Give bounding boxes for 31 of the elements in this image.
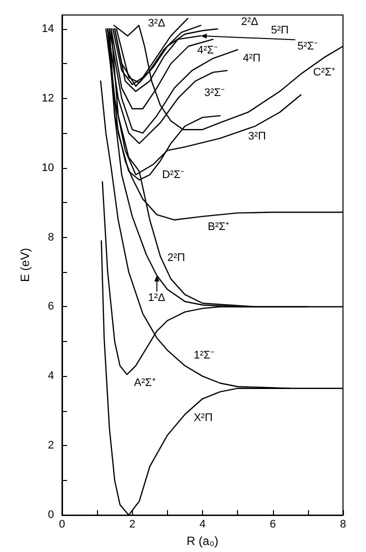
y-tick-label: 14: [42, 22, 54, 35]
annotation: X²Π: [194, 412, 213, 424]
annotation: 3²Δ: [148, 18, 166, 30]
y-tick-label: 10: [42, 162, 54, 174]
annotation: 3²Π: [248, 130, 266, 143]
x-tick-label: 4: [199, 518, 206, 531]
y-tick-label: 4: [48, 370, 54, 382]
x-tick-label: 2: [129, 518, 136, 531]
annotation: 4²Π: [242, 52, 261, 64]
annotation: 5²Σ⁻: [297, 40, 318, 52]
x-tick-label: 6: [270, 518, 276, 531]
annotation: D²Σ⁻: [162, 168, 185, 181]
annotation: 5²Π: [270, 24, 289, 37]
annotation: 4²Σ⁻: [197, 44, 218, 56]
annotation: A²Σ⁺: [134, 377, 156, 390]
annotation: 1²Δ: [148, 292, 166, 304]
annotation: 2²Π: [167, 252, 186, 264]
annotation: 2²Δ: [241, 16, 259, 28]
x-axis-title: R (a₀): [186, 534, 218, 548]
annotation: 1²Σ⁻: [194, 349, 214, 362]
y-axis-title: E (eV): [18, 248, 32, 282]
annotation: B²Σ⁺: [208, 220, 230, 233]
x-tick-label: 8: [340, 518, 346, 531]
y-tick-label: 8: [48, 231, 54, 244]
annotation: 3²Σ⁻: [204, 87, 225, 100]
annotation: C²Σ⁺: [313, 66, 336, 78]
y-tick-label: 0: [48, 509, 54, 522]
x-tick-label: 0: [58, 518, 66, 531]
y-tick-label: 6: [48, 300, 54, 313]
y-tick-label: 12: [42, 92, 54, 104]
y-tick-label: 2: [48, 440, 54, 452]
